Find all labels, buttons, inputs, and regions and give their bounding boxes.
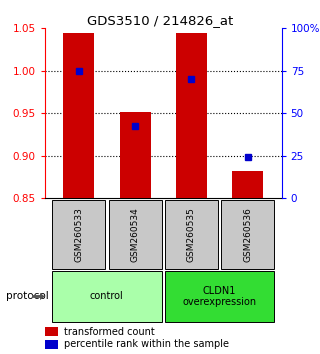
Bar xyxy=(232,171,263,198)
Text: GSM260536: GSM260536 xyxy=(243,207,252,262)
Bar xyxy=(119,112,150,198)
Text: GSM260533: GSM260533 xyxy=(74,207,83,262)
Text: GDS3510 / 214826_at: GDS3510 / 214826_at xyxy=(87,14,233,27)
Text: transformed count: transformed count xyxy=(64,327,155,337)
Text: control: control xyxy=(90,291,124,302)
Text: percentile rank within the sample: percentile rank within the sample xyxy=(64,339,229,349)
Text: GSM260534: GSM260534 xyxy=(131,207,140,262)
Text: CLDN1
overexpression: CLDN1 overexpression xyxy=(182,286,257,307)
Bar xyxy=(176,33,207,198)
Text: GSM260535: GSM260535 xyxy=(187,207,196,262)
Text: protocol: protocol xyxy=(6,291,49,302)
Bar xyxy=(63,33,94,198)
